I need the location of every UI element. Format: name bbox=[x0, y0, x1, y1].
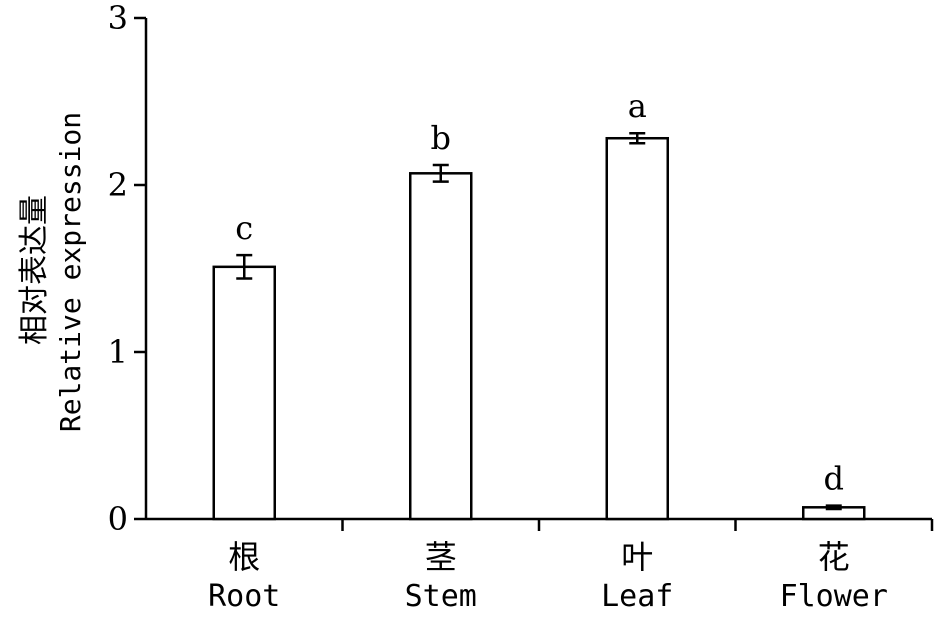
y-axis-title-cn-group: 相对表达量 bbox=[17, 195, 52, 345]
x-tick-label-en: Leaf bbox=[601, 579, 673, 614]
x-tick-label-en: Flower bbox=[780, 579, 888, 614]
x-tick-label-cn: 茎 bbox=[425, 538, 457, 576]
significance-label: a bbox=[628, 87, 647, 125]
significance-label: c bbox=[235, 209, 253, 247]
significance-label: b bbox=[431, 119, 451, 157]
y-tick-label: 2 bbox=[108, 166, 128, 204]
bars bbox=[212, 131, 866, 521]
y-tick-label: 1 bbox=[108, 333, 128, 371]
axes: 0 1 2 3 bbox=[108, 0, 934, 538]
x-tick-label-cn: 根 bbox=[228, 538, 260, 576]
y-axis-title-cn: 相对表达量 bbox=[17, 195, 52, 345]
x-tick-label-en: Root bbox=[208, 579, 280, 614]
significance-label: d bbox=[824, 460, 844, 498]
x-tick-label-en: Stem bbox=[405, 579, 477, 614]
y-axis-title-group: Relative expression bbox=[54, 112, 87, 432]
x-tick-label-cn: 花 bbox=[818, 538, 850, 576]
bar-stem bbox=[409, 172, 473, 521]
bar-leaf bbox=[605, 136, 669, 521]
x-tick-label-cn: 叶 bbox=[621, 538, 653, 576]
y-tick-label: 0 bbox=[108, 500, 128, 538]
y-axis-title: Relative expression bbox=[54, 112, 87, 432]
y-tick-label: 3 bbox=[108, 0, 128, 37]
bar-root bbox=[212, 265, 276, 521]
